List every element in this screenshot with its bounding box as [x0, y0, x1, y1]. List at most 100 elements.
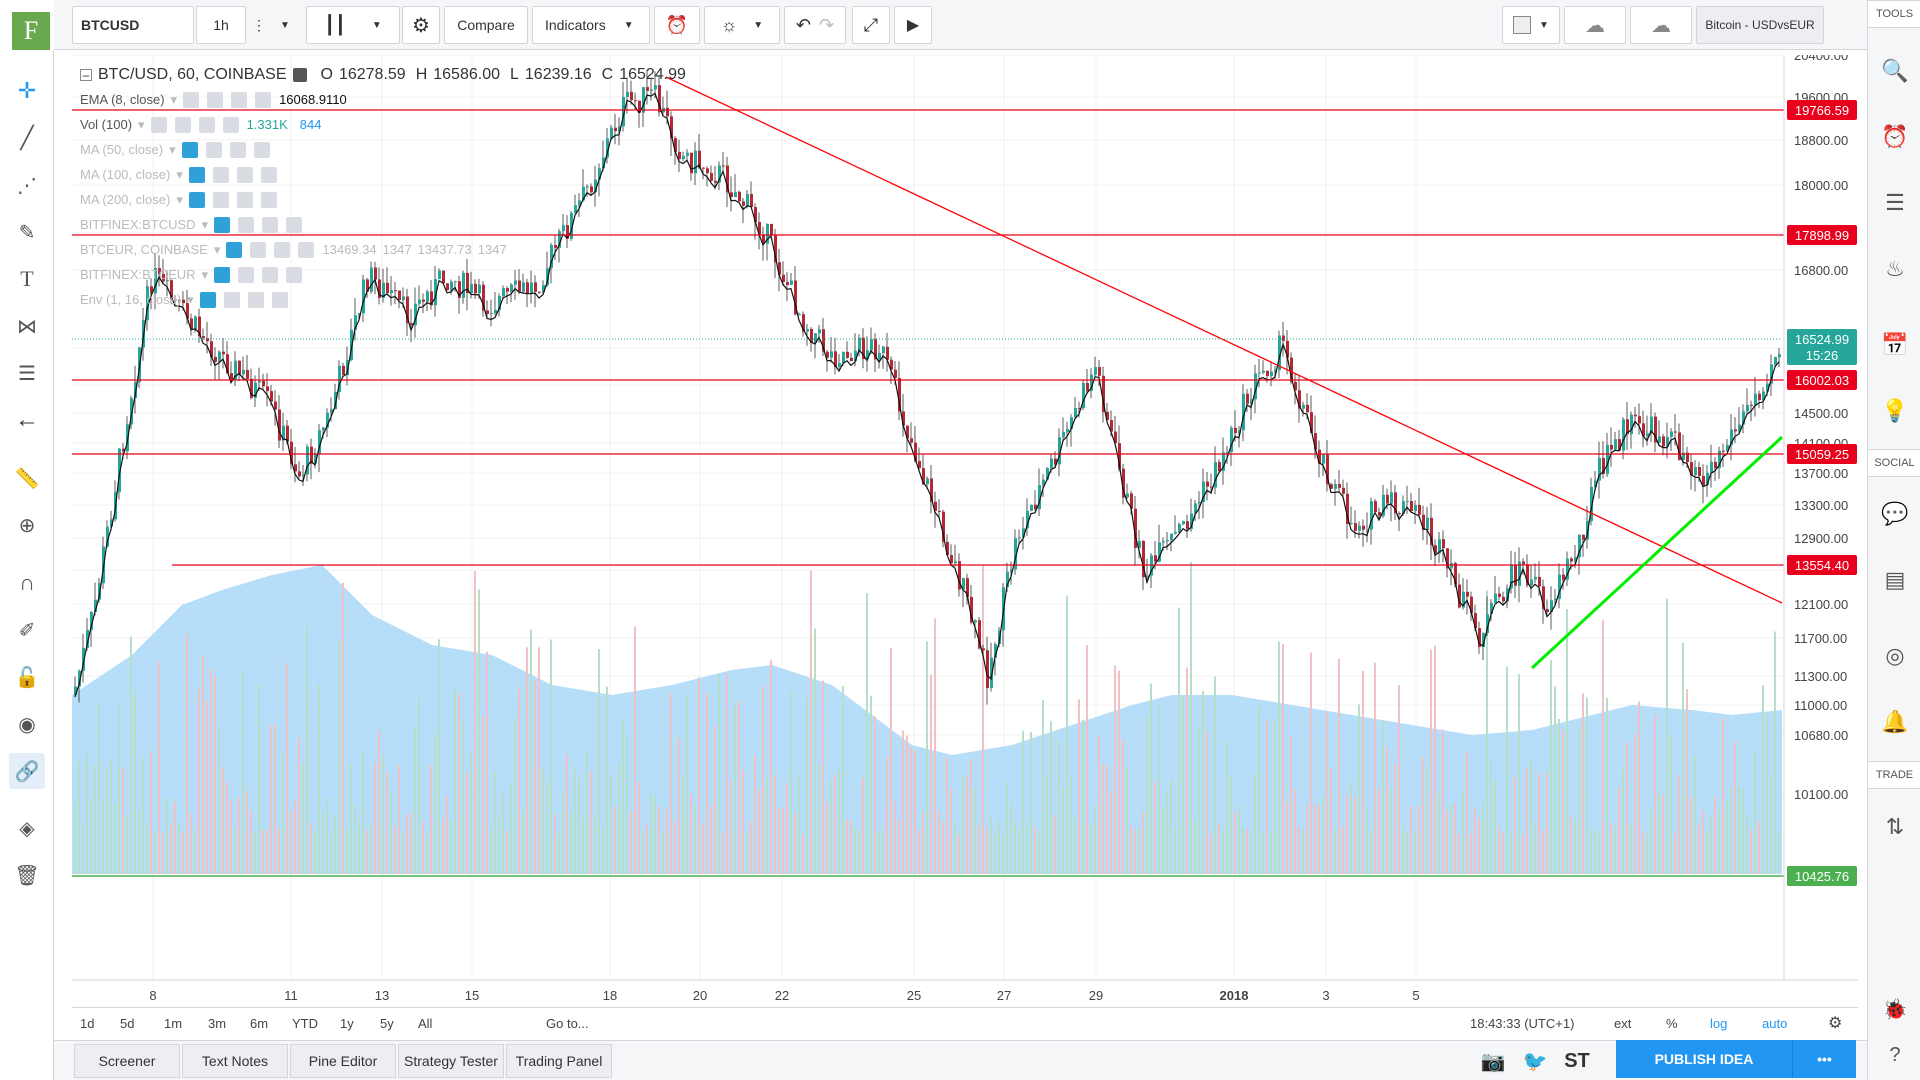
hidden-eye-icon[interactable]	[214, 266, 231, 283]
layout-button[interactable]: ▼	[1502, 6, 1560, 44]
goto-button[interactable]: Go to...	[546, 1015, 589, 1031]
camera-icon[interactable]: 📷	[1480, 1050, 1506, 1073]
eye-icon[interactable]: ◉	[18, 713, 36, 736]
cloud-download-button[interactable]: ☁	[1564, 6, 1626, 44]
descending-trendline[interactable]	[665, 76, 1783, 604]
range-5y[interactable]: 5y	[380, 1015, 394, 1031]
add-icon[interactable]	[231, 91, 248, 108]
hidden-eye-icon[interactable]	[226, 241, 243, 258]
alert-button[interactable]: ⏰	[654, 6, 700, 44]
time-axis[interactable]: 8 11 13 15 18 20 22 25 27 29 2018 3 5	[149, 988, 1419, 1003]
range-1m[interactable]: 1m	[164, 1015, 183, 1031]
hidden-eye-icon[interactable]	[214, 216, 231, 233]
ema-row[interactable]: EMA (8, close) ▾ 16068.9110	[80, 87, 686, 112]
close-icon[interactable]	[260, 166, 277, 183]
close-icon[interactable]	[271, 291, 288, 308]
cloud-upload-button[interactable]: ☁	[1630, 6, 1692, 44]
link-icon[interactable]: 🔗	[9, 753, 45, 789]
replay-button[interactable]: ▶	[894, 6, 932, 44]
series-settings-icon[interactable]	[292, 67, 307, 82]
settings-icon[interactable]	[174, 116, 191, 133]
collapse-icon[interactable]: –	[80, 68, 92, 81]
news-icon[interactable]: ☰	[1885, 190, 1905, 215]
zoom-in-icon[interactable]: ⊕	[18, 514, 36, 537]
more-options-icon[interactable]: •••	[1792, 1040, 1856, 1078]
settings-icon[interactable]	[212, 191, 229, 208]
add-icon[interactable]	[236, 191, 253, 208]
ideas-icon[interactable]: 💡	[1881, 398, 1909, 423]
visibility-icon[interactable]	[183, 91, 200, 108]
close-icon[interactable]	[298, 241, 315, 258]
settings-icon[interactable]	[238, 216, 255, 233]
ascending-support-line[interactable]	[1530, 435, 1784, 670]
pattern-icon[interactable]: ⋈	[17, 315, 37, 338]
range-3m[interactable]: 3m	[208, 1015, 227, 1031]
settings-icon[interactable]	[250, 241, 267, 258]
log-toggle[interactable]: log	[1710, 1015, 1728, 1031]
auto-toggle[interactable]: auto	[1762, 1015, 1788, 1031]
range-1d[interactable]: 1d	[80, 1015, 95, 1031]
settings-icon[interactable]	[212, 166, 229, 183]
ruler-icon[interactable]: 📏	[14, 467, 40, 490]
stay-drawing-icon[interactable]: ✐	[18, 619, 36, 642]
prediction-icon[interactable]: ☰	[18, 362, 36, 385]
undo-icon[interactable]: ↶	[795, 14, 811, 35]
range-1y[interactable]: 1y	[340, 1015, 354, 1031]
vol-row[interactable]: Vol (100) ▾ 1.331K 844	[80, 112, 686, 137]
symbol-search[interactable]: BTCUSD	[72, 6, 194, 44]
settings-icon[interactable]	[238, 266, 255, 283]
chart-style-button[interactable]: ┃┃ ▼	[306, 6, 400, 44]
ma100-row[interactable]: MA (100, close) ▾	[80, 162, 686, 187]
trash-icon[interactable]: 🗑	[14, 864, 40, 887]
interval-dropdown-icon[interactable]: ▼	[280, 19, 290, 31]
redo-icon[interactable]: ↷	[819, 14, 835, 35]
compare-button[interactable]: Compare	[444, 6, 528, 44]
settings-icon[interactable]	[223, 291, 240, 308]
chat-icon[interactable]: 💬	[1881, 501, 1909, 526]
close-icon[interactable]	[286, 266, 303, 283]
main-series-title[interactable]: BTC/USD, 60, COINBASE	[98, 66, 287, 83]
notifications-icon[interactable]: 🔔	[1881, 709, 1909, 734]
ideas-button[interactable]: ☼ ▼	[704, 6, 780, 44]
settings-icon[interactable]	[207, 91, 224, 108]
btceur-row[interactable]: BTCEUR, COINBASE ▾ 13469.34 1347 13437.73 134…	[80, 237, 686, 262]
stocktwits-icon[interactable]: ST	[1564, 1049, 1590, 1072]
add-icon[interactable]	[262, 266, 279, 283]
range-6m[interactable]: 6m	[250, 1015, 269, 1031]
hidden-eye-icon[interactable]	[199, 291, 216, 308]
add-icon[interactable]	[229, 141, 246, 158]
calendar-icon[interactable]: 📅	[1881, 332, 1909, 357]
panel-tab-text-notes[interactable]: Text Notes	[182, 1044, 288, 1078]
bug-icon[interactable]: 🐞	[1882, 998, 1908, 1021]
close-icon[interactable]	[222, 116, 239, 133]
close-icon[interactable]	[260, 191, 277, 208]
close-icon[interactable]	[286, 216, 303, 233]
crosshair-icon[interactable]: ✛	[17, 78, 37, 103]
app-logo[interactable]: F	[12, 12, 50, 50]
alarm-icon[interactable]: ⏰	[1881, 124, 1909, 149]
add-icon[interactable]	[198, 116, 215, 133]
ma50-row[interactable]: MA (50, close) ▾	[80, 137, 686, 162]
text-icon[interactable]: T	[20, 266, 34, 291]
add-icon[interactable]	[236, 166, 253, 183]
settings-icon[interactable]	[205, 141, 222, 158]
help-icon[interactable]: ?	[1889, 1043, 1901, 1066]
panel-tab-pine-editor[interactable]: Pine Editor	[290, 1044, 396, 1078]
trade-icon[interactable]: ⇅	[1885, 814, 1905, 839]
bfx-row[interactable]: BITFINEX:BTCUSD ▾	[80, 212, 686, 237]
publish-idea-button[interactable]: PUBLISH IDEA •••	[1616, 1040, 1856, 1078]
visibility-icon[interactable]	[150, 116, 167, 133]
range-5d[interactable]: 5d	[120, 1015, 135, 1031]
trend-line-icon[interactable]: ╱	[20, 125, 34, 150]
settings-button[interactable]: ⚙	[402, 6, 440, 44]
fullscreen-button[interactable]: ⤢	[852, 6, 890, 44]
broadcast-icon[interactable]: ◎	[1885, 643, 1905, 668]
panel-tab-screener[interactable]: Screener	[74, 1044, 180, 1078]
ext-toggle[interactable]: ext	[1614, 1015, 1632, 1031]
interval-more-icon[interactable]: ⋮	[252, 16, 266, 33]
twitter-icon[interactable]: 🐦	[1522, 1050, 1548, 1073]
close-icon[interactable]	[253, 141, 270, 158]
range-ytd[interactable]: YTD	[292, 1015, 318, 1031]
env-row[interactable]: Env (1, 16, close) ▾	[80, 287, 686, 312]
percent-toggle[interactable]: %	[1666, 1015, 1678, 1031]
